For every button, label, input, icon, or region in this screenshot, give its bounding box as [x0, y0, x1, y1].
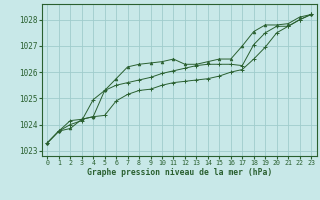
X-axis label: Graphe pression niveau de la mer (hPa): Graphe pression niveau de la mer (hPa): [87, 168, 272, 177]
